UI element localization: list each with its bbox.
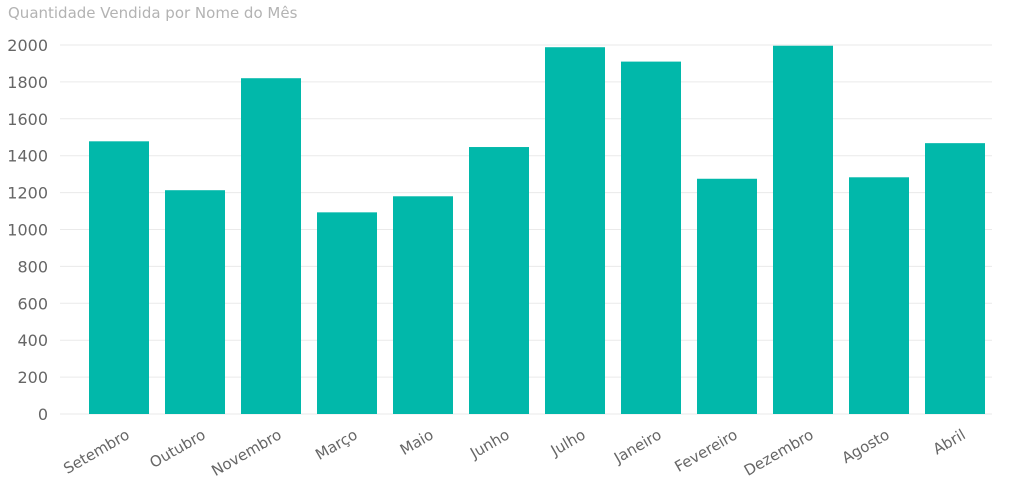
bar-setembro[interactable]: [89, 141, 149, 414]
y-tick-label: 200: [17, 368, 48, 387]
x-tick-label: Maio: [397, 426, 437, 459]
y-tick-label: 1400: [7, 147, 48, 166]
x-tick-label: Junho: [466, 426, 512, 463]
x-tick-label: Setembro: [60, 426, 132, 478]
x-tick-label: Agosto: [839, 426, 893, 468]
bar-março[interactable]: [317, 212, 377, 414]
x-tick-label: Abril: [930, 426, 969, 459]
y-tick-label: 1600: [7, 110, 48, 129]
y-tick-label: 1200: [7, 184, 48, 203]
bar-fevereiro[interactable]: [697, 178, 757, 414]
y-tick-label: 600: [17, 294, 48, 313]
x-axis-labels: Setembro Outubro Novembro Março Maio Junho Jul…: [60, 426, 968, 480]
bar-agosto[interactable]: [849, 177, 909, 414]
bars: [89, 45, 985, 415]
bar-abril[interactable]: [925, 143, 985, 415]
x-tick-label: Julho: [547, 426, 589, 460]
y-tick-label: 1800: [7, 73, 48, 92]
x-tick-label: Fevereiro: [672, 426, 741, 476]
bar-outubro[interactable]: [165, 190, 225, 414]
y-axis-ticks: 0 200 400 600 800 1000 1200 1400 1600 1800 2000: [7, 36, 48, 424]
bar-maio[interactable]: [393, 196, 453, 414]
bar-dezembro[interactable]: [773, 45, 833, 414]
y-tick-label: 800: [17, 257, 48, 276]
x-tick-label: Dezembro: [741, 426, 817, 480]
bar-junho[interactable]: [469, 147, 529, 414]
y-tick-label: 1000: [7, 221, 48, 240]
chart-title: Quantidade Vendida por Nome do Mês: [8, 4, 298, 22]
x-tick-label: Outubro: [147, 426, 209, 472]
bar-novembro[interactable]: [241, 78, 301, 415]
x-tick-label: Março: [312, 426, 360, 464]
x-tick-label: Janeiro: [610, 426, 665, 468]
bar-julho[interactable]: [545, 47, 605, 415]
bar-janeiro[interactable]: [621, 61, 681, 414]
y-tick-label: 400: [17, 331, 48, 350]
y-tick-label: 2000: [7, 36, 48, 55]
x-tick-label: Novembro: [208, 426, 284, 480]
y-tick-label: 0: [38, 405, 48, 424]
